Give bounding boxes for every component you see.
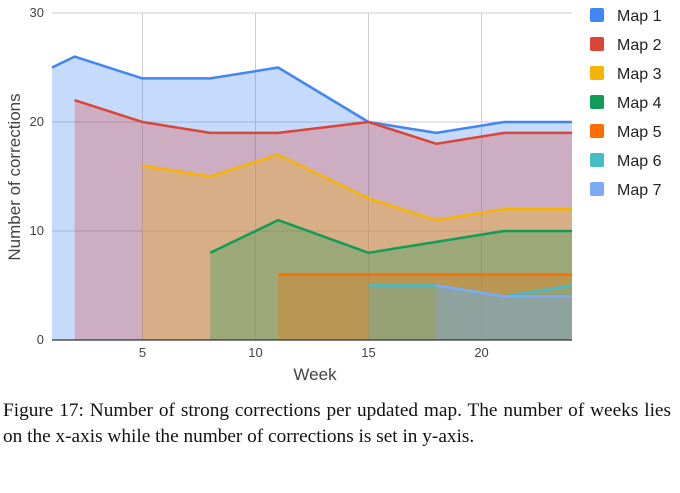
area-map-5 [278, 274, 572, 340]
area-map-3 [142, 154, 572, 340]
legend-swatch-map-7 [590, 182, 604, 196]
y-tick-label: 0 [37, 332, 44, 347]
y-tick-label: 30 [30, 5, 44, 20]
legend-label-map-4: Map 4 [617, 95, 662, 112]
line-map-7 [436, 284, 572, 298]
legend-swatch-map-1 [590, 8, 604, 22]
legend-swatch-map-3 [590, 66, 604, 80]
legend-swatch-map-2 [590, 37, 604, 51]
line-map-4 [209, 218, 572, 255]
legend-swatch-map-4 [590, 95, 604, 109]
figure-caption: Figure 17: Number of strong corrections … [3, 400, 671, 447]
x-axis-title: Week [293, 365, 337, 384]
area-map-4 [210, 220, 572, 340]
line-map-3 [142, 153, 572, 222]
line-map-1 [51, 55, 572, 135]
area-map-2 [74, 100, 572, 340]
y-tick-label: 20 [30, 114, 44, 129]
legend-swatch-map-6 [590, 153, 604, 167]
line-map-2 [74, 99, 572, 146]
series-areas [52, 56, 572, 340]
legend-label-map-3: Map 3 [617, 66, 662, 83]
x-tick-label: 10 [248, 345, 262, 360]
area-chart: 0 10 20 30 5 10 15 20 Week Number of correction… [5, 5, 662, 384]
legend-label-map-1: Map 1 [617, 8, 662, 25]
area-map-6 [368, 285, 572, 340]
legend-label-map-6: Map 6 [617, 153, 662, 170]
legend-swatch-map-5 [590, 124, 604, 138]
y-tick-label: 10 [30, 223, 44, 238]
x-tick-label: 20 [474, 345, 488, 360]
legend: Map 1 Map 2 Map 3 Map 4 Map 5 Map 6 Map 7 [590, 8, 662, 199]
area-map-7 [436, 285, 572, 340]
legend-label-map-5: Map 5 [617, 124, 662, 141]
x-tick-label: 15 [361, 345, 375, 360]
axes: 0 10 20 30 5 10 15 20 [30, 5, 572, 360]
y-axis-title: Number of corrections [5, 93, 24, 260]
legend-label-map-7: Map 7 [617, 182, 662, 199]
x-tick-label: 5 [139, 345, 146, 360]
series-lines [51, 55, 573, 298]
legend-label-map-2: Map 2 [617, 37, 662, 54]
